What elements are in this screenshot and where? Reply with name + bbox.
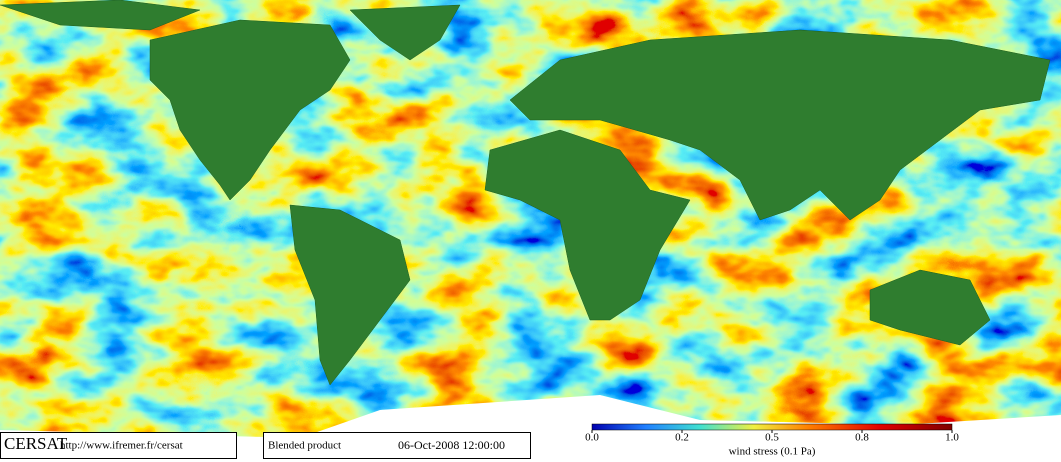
colorbar bbox=[591, 423, 953, 431]
date: 06-Oct-2008 12:00:00 bbox=[398, 438, 505, 452]
colorbar-tick-label: 0.5 bbox=[765, 432, 779, 444]
colorbar-tick-label: 0.0 bbox=[585, 432, 599, 444]
colorbar-tick-label: 0.8 bbox=[855, 432, 869, 444]
colorbar-tick-label: 0.2 bbox=[675, 432, 689, 444]
url: http://www.ifremer.fr/cersat bbox=[60, 440, 183, 452]
logo: CERSAT bbox=[4, 434, 68, 453]
product: Blended product bbox=[268, 440, 341, 452]
colorbar-tick-label: 1.0 bbox=[945, 432, 959, 444]
land bbox=[0, 0, 1051, 386]
colorbar-label: wind stress (0.1 Pa) bbox=[729, 446, 816, 458]
product-box bbox=[263, 432, 531, 459]
logo-box bbox=[0, 432, 237, 459]
